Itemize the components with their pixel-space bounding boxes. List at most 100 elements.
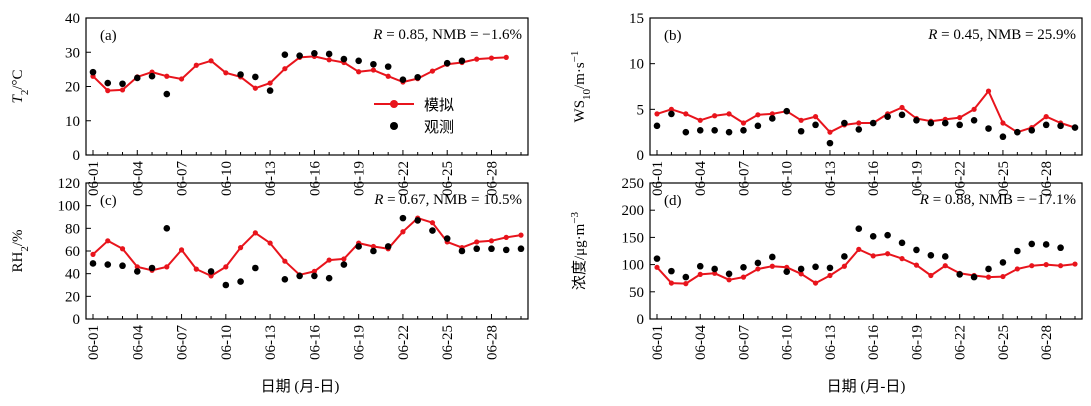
- panel-a-obs-point: [237, 71, 244, 78]
- panel-b-xtick-label: 06-25: [996, 161, 1012, 196]
- panel-a-obs-point: [119, 80, 126, 88]
- panel-d-sim-point: [856, 246, 862, 252]
- panel-c-xtick-label: 06-04: [130, 325, 146, 360]
- panel-d-obs-point: [1042, 241, 1050, 248]
- panel-d-stats-text: = 0.88, NMB = −17.1%: [929, 192, 1076, 208]
- panel-a-obs-point: [296, 52, 303, 59]
- panel-a-xtick-label: 06-01: [86, 161, 102, 196]
- panel-a-sim-point: [193, 62, 199, 68]
- panel-a-obs-point: [384, 63, 392, 70]
- panel-b-sim-point: [697, 117, 703, 123]
- panel-d-obs-point: [754, 259, 762, 267]
- panel-d-sim-point: [870, 253, 876, 259]
- panel-d-frame: [649, 182, 1083, 320]
- panel-a-plot: 0 10 20 30 40 06-01 06-04 06-07 06-10 06-13 06-16 0…: [65, 11, 529, 196]
- panel-b-sim-line: [656, 90, 1076, 134]
- panel-c-sim-point: [267, 240, 273, 246]
- panel-d-obs-point: [797, 265, 805, 273]
- panel-b-obs-point: [769, 115, 776, 122]
- panel-a-obs-point: [340, 55, 348, 63]
- panel-d-obs-point: [769, 253, 776, 261]
- panel-b-frame: [649, 17, 1083, 156]
- panel-b-sim-point: [856, 120, 862, 126]
- panel-c-xtick-label: 06-16: [307, 325, 323, 360]
- panel-a-xtick-label: 06-25: [440, 161, 456, 196]
- panel-c-ylabel-sub: 2: [19, 246, 31, 252]
- panel-b-ylabel-sub: 10: [581, 88, 593, 100]
- panel-d-obs-point: [1057, 244, 1064, 252]
- panel-d-stats: R = 0.88, NMB = −17.1%: [919, 192, 1076, 208]
- panel-c-sim-point: [518, 232, 524, 238]
- panel-d-ytick-label: 50: [629, 285, 644, 301]
- panel-a-xtick-label: 06-22: [396, 161, 412, 196]
- legend: 模拟 观测: [374, 96, 454, 136]
- panel-a-sim-point: [474, 56, 480, 62]
- panel-c-xtick-label: 06-07: [175, 325, 191, 360]
- panel-c-sim-point: [90, 251, 96, 257]
- panel-c-ytick-label: 40: [65, 267, 80, 283]
- panel-a-sim-point: [326, 57, 332, 63]
- panel-a-sim-point: [282, 66, 288, 72]
- panel-a-ytick-label: 40: [65, 11, 80, 27]
- panel-b-sim-point: [654, 111, 660, 117]
- panel-d-sim-point: [827, 272, 833, 279]
- panel-b-obs-point: [970, 116, 978, 124]
- panel-d-ylabel-sup: −3: [569, 211, 581, 223]
- panel-a-sim-point: [488, 55, 495, 61]
- panel-d-sim-point: [740, 274, 747, 280]
- panel-c-sim-point: [503, 234, 509, 240]
- panel-a-sim-point: [429, 68, 436, 74]
- panel-d-obs-point: [985, 265, 992, 273]
- panel-d-obs-point: [970, 273, 978, 281]
- panel-d-obs-point: [668, 267, 675, 275]
- panel-c-sim-point: [134, 264, 140, 270]
- panel-b-obs-point: [725, 128, 733, 136]
- panel-d-ylabel: 浓度/μg·m−3: [569, 211, 588, 290]
- panel-d-ytick-label: 250: [622, 176, 645, 192]
- panel-a-xtick-label: 06-10: [219, 161, 235, 196]
- panel-a-sim-point: [178, 76, 185, 82]
- panel-a-sim-point: [252, 85, 258, 91]
- panel-c-obs-point: [458, 247, 466, 255]
- panel-b-ytick-label: 10: [629, 57, 644, 73]
- panel-d-xtick-label: 06-16: [866, 325, 882, 360]
- panel-b-sim-point: [755, 112, 761, 118]
- panel-d-sim-point: [812, 280, 819, 286]
- panel-b-sim-point: [683, 111, 689, 117]
- panel-d-sim-line: [656, 248, 1076, 285]
- panel-b-obs-point: [668, 110, 675, 118]
- panel-c-obs-point: [222, 281, 230, 289]
- panel-b-label: (b): [664, 28, 682, 44]
- panel-c-obs-point: [443, 235, 451, 242]
- panel-d-stats-r: R: [919, 192, 929, 208]
- panel-d-obs-point: [956, 271, 963, 278]
- panel-b-ytick-label: 0: [637, 148, 645, 164]
- panel-c-sim-point: [193, 266, 199, 272]
- panel-c-label: (c): [100, 193, 117, 209]
- panel-d-sim-point: [899, 256, 905, 262]
- panel-b-obs-point: [1014, 128, 1021, 136]
- panel-d-xtick-label: 06-01: [650, 325, 666, 360]
- panel-c-xtick-label: 06-10: [219, 325, 235, 360]
- panel-b-obs-point: [812, 121, 819, 129]
- panel-c-ylabel-unit: /%: [10, 229, 26, 246]
- panel-c-obs-point: [207, 268, 215, 275]
- panel-d-obs-point: [927, 252, 935, 259]
- panel-b-xtick-label: 06-19: [909, 161, 925, 196]
- panel-b-sim-point: [985, 88, 992, 94]
- panel-c-obs-point: [325, 274, 333, 282]
- panel-c-obs-point: [104, 261, 112, 268]
- panel-a-obs-point: [252, 73, 259, 81]
- legend-sim-marker: [390, 100, 398, 108]
- panel-c-stats: R = 0.67, NMB = 10.5%: [373, 192, 522, 208]
- panel-d-obs-point: [913, 246, 920, 254]
- panel-a-obs-point: [370, 60, 377, 68]
- panel-d-ylabel-main: 浓度: [571, 260, 588, 290]
- panel-d-xtick-label: 06-28: [1039, 325, 1055, 360]
- panel-c-ytick-label: 20: [65, 289, 80, 305]
- panel-b-ylabel-sup: −1: [569, 51, 581, 63]
- panel-b-obs-point: [1042, 121, 1050, 129]
- panel-d-obs-point: [941, 253, 949, 260]
